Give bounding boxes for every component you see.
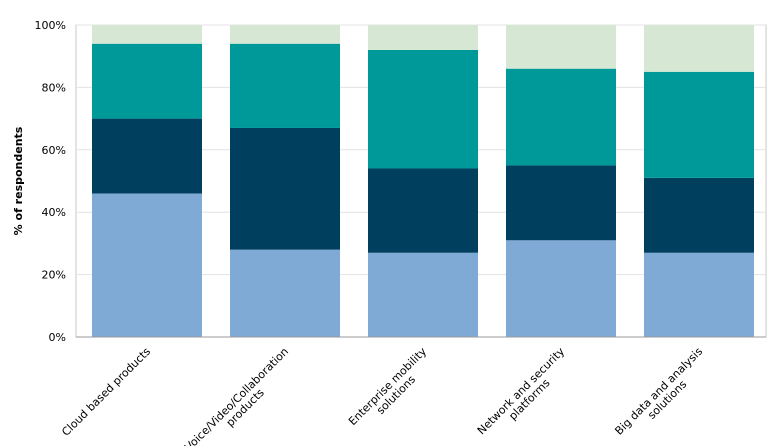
y-tick-label: 20% (42, 269, 66, 282)
bar-segment (644, 25, 754, 72)
bar-segment (230, 127, 340, 250)
y-tick-label: 100% (35, 19, 66, 32)
bar-segment (92, 193, 202, 337)
x-tick-label: Enterprise mobilitysolutions (346, 345, 438, 437)
y-axis-title: % of respondents (12, 126, 25, 235)
bar-segment (506, 165, 616, 241)
x-tick-label: Cloud based products (59, 345, 153, 439)
bar-segment (92, 118, 202, 194)
bar-segment (506, 240, 616, 337)
y-tick-label: 60% (42, 144, 66, 157)
bar-segment (368, 252, 478, 337)
bar-segment (230, 25, 340, 44)
x-tick-label: Network and securityplatforms (475, 345, 576, 446)
y-tick-label: 80% (42, 81, 66, 94)
bar-segment (368, 168, 478, 253)
y-tick-label: 0% (49, 331, 66, 344)
bar-segment (506, 25, 616, 69)
bar-segment (230, 249, 340, 337)
bar-segment (368, 25, 478, 50)
x-tick-label: Big data and analysissolutions (612, 345, 713, 446)
bar-segment (644, 252, 754, 337)
x-tick-label: Voice/Video/Collaborationproducts (182, 345, 299, 446)
bar-segment (644, 71, 754, 178)
bar-segment (92, 43, 202, 119)
bar-segment (506, 68, 616, 166)
bar-segment (92, 25, 202, 44)
bar-segment (230, 43, 340, 128)
bar-segment (368, 49, 478, 169)
bar-segment (644, 177, 754, 253)
y-tick-label: 40% (42, 206, 66, 219)
